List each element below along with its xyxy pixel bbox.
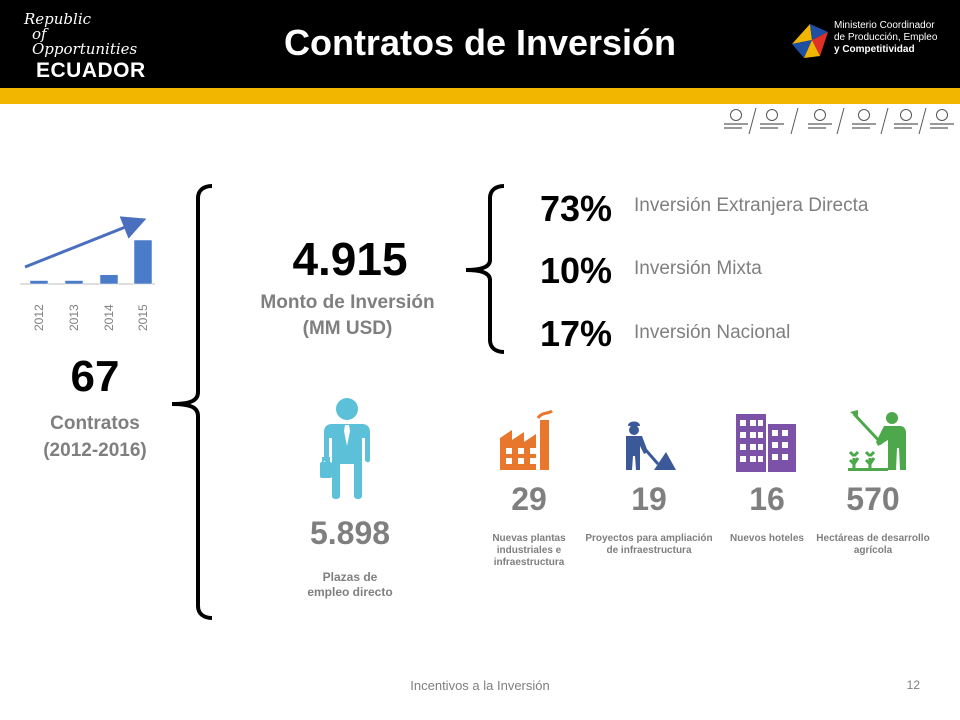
- ecuador-logo: Republic of Opportunities ECUADOR: [24, 10, 154, 83]
- investment-label: Monto de Inversión (MM USD): [260, 292, 435, 339]
- breakdown-percent-mixed: 10%: [540, 250, 613, 291]
- contracts-label: Contratos (2012-2016): [20, 410, 170, 464]
- stat-label-projects: Proyectos para ampliación de infraestruc…: [585, 533, 713, 556]
- employment-label-line-2: empleo directo: [307, 585, 393, 599]
- employment-count: 5.898: [309, 515, 391, 551]
- factory-icon: [500, 410, 553, 470]
- bar-2014: [99, 274, 119, 285]
- investment-amount: 4.915: [292, 233, 408, 285]
- ministry-logo-1-icon: [722, 108, 750, 134]
- breakdown-label-mixed: Inversión Mixta: [634, 258, 762, 279]
- stat-value-hectares: 570: [846, 481, 900, 517]
- ministry-line-2: de Producción, Empleo: [834, 32, 938, 43]
- ministry-logos-strip: [722, 108, 954, 134]
- contracts-count: 67: [70, 352, 120, 401]
- stat-value-hotels: 16: [749, 481, 785, 517]
- tick-label-2014: 2014: [102, 304, 116, 331]
- contracts-bar-chart: 2012 2013 2014 2015: [20, 216, 155, 331]
- farmer-icon: [848, 410, 906, 471]
- tick-label-2015: 2015: [136, 304, 150, 331]
- ministry-logo-3-icon: [806, 108, 834, 134]
- ministry-logo-6-icon: [928, 108, 956, 134]
- logo-line-3: ECUADOR: [36, 59, 146, 82]
- contracts-label-line-1: Contratos: [50, 413, 140, 434]
- bar-2015: [133, 239, 153, 285]
- right-bracket: [465, 184, 505, 354]
- person-icon: [320, 398, 370, 499]
- bar-2013: [64, 280, 84, 285]
- ministry-logo-4-icon: [850, 108, 878, 134]
- stat-value-factories: 29: [511, 481, 547, 517]
- tick-label-2013: 2013: [67, 304, 81, 331]
- stat-value-projects: 19: [631, 481, 667, 517]
- ministry-line-3: y Competitividad: [834, 44, 915, 55]
- stat-label-hotels: Nuevos hoteles: [730, 533, 804, 544]
- ministry-logo-5-icon: [892, 108, 920, 134]
- contracts-label-line-2: (2012-2016): [43, 440, 147, 461]
- stat-label-hectares: Hectáreas de desarrollo agrícola: [816, 533, 930, 556]
- employment-label-line-1: Plazas de: [322, 570, 378, 584]
- trend-arrow-icon: [24, 216, 147, 269]
- footer-text: Incentivos a la Inversión: [410, 678, 550, 693]
- breakdown-percent-national: 17%: [540, 313, 613, 354]
- header-stripe: [0, 88, 960, 104]
- ministry-logo: Ministerio Coordinador de Producción, Em…: [790, 18, 960, 70]
- tick-label-2012: 2012: [32, 304, 46, 331]
- worker-icon: [626, 421, 676, 470]
- hotel-icon: [736, 414, 796, 472]
- logo-line-2: of Opportunities: [32, 25, 138, 58]
- ministry-emblem-icon: [792, 24, 828, 58]
- logo-line-1: Republic: [24, 10, 92, 28]
- ministry-logo-2-icon: [758, 108, 786, 134]
- page-title: Contratos de Inversión: [283, 22, 677, 63]
- breakdown-percent-foreign: 73%: [540, 188, 613, 229]
- breakdown-label-national: Inversión Nacional: [634, 322, 791, 343]
- stat-label-factories: Nuevas plantas industriales e infraestru…: [492, 533, 566, 568]
- bar-2012: [29, 280, 49, 285]
- employment-label: Plazas de empleo directo: [280, 570, 420, 600]
- left-bracket: [171, 184, 213, 620]
- page-number: 12: [906, 678, 920, 692]
- ministry-line-1: Ministerio Coordinador: [834, 20, 935, 31]
- breakdown-label-foreign: Inversión Extranjera Directa: [634, 195, 869, 216]
